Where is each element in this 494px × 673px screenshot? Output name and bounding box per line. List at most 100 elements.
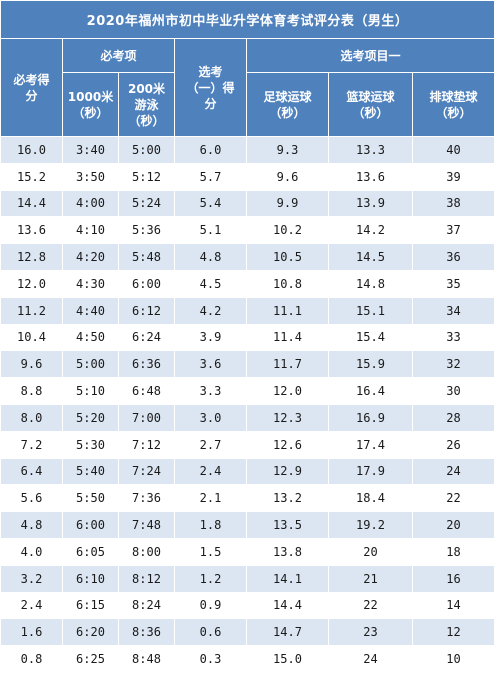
- cell-football: 14.7: [247, 619, 329, 646]
- cell-run-1000m: 4:20: [63, 244, 119, 271]
- cell-optional1-score: 4.8: [175, 244, 247, 271]
- cell-basketball: 15.1: [329, 297, 413, 324]
- cell-run-1000m: 4:30: [63, 270, 119, 297]
- cell-volleyball: 22: [413, 485, 494, 512]
- cell-volleyball: 35: [413, 270, 494, 297]
- cell-basketball: 14.2: [329, 217, 413, 244]
- cell-required-score: 2.4: [1, 592, 63, 619]
- cell-run-1000m: 6:10: [63, 565, 119, 592]
- cell-football: 12.3: [247, 404, 329, 431]
- header-football-label: 足球运球（秒）: [258, 89, 318, 121]
- cell-optional1-score: 1.5: [175, 538, 247, 565]
- cell-football: 11.4: [247, 324, 329, 351]
- cell-optional1-score: 3.9: [175, 324, 247, 351]
- cell-volleyball: 38: [413, 190, 494, 217]
- cell-optional1-score: 2.1: [175, 485, 247, 512]
- cell-run-1000m: 4:10: [63, 217, 119, 244]
- cell-volleyball: 37: [413, 217, 494, 244]
- cell-optional1-score: 0.6: [175, 619, 247, 646]
- cell-optional1-score: 6.0: [175, 137, 247, 164]
- header-optional1-score: 选考（一）得分: [175, 39, 247, 137]
- cell-optional1-score: 0.3: [175, 646, 247, 673]
- cell-basketball: 14.8: [329, 270, 413, 297]
- cell-swim-200m: 6:24: [119, 324, 175, 351]
- cell-optional1-score: 5.1: [175, 217, 247, 244]
- cell-volleyball: 36: [413, 244, 494, 271]
- cell-volleyball: 32: [413, 351, 494, 378]
- cell-run-1000m: 6:20: [63, 619, 119, 646]
- cell-swim-200m: 5:48: [119, 244, 175, 271]
- cell-basketball: 15.9: [329, 351, 413, 378]
- cell-run-1000m: 5:40: [63, 458, 119, 485]
- cell-basketball: 13.3: [329, 137, 413, 164]
- cell-basketball: 17.4: [329, 431, 413, 458]
- cell-optional1-score: 5.4: [175, 190, 247, 217]
- cell-required-score: 9.6: [1, 351, 63, 378]
- cell-swim-200m: 6:36: [119, 351, 175, 378]
- cell-run-1000m: 3:40: [63, 137, 119, 164]
- cell-volleyball: 16: [413, 565, 494, 592]
- header-1000m: 1000米（秒）: [63, 73, 119, 137]
- cell-football: 9.6: [247, 163, 329, 190]
- cell-football: 11.1: [247, 297, 329, 324]
- cell-basketball: 22: [329, 592, 413, 619]
- cell-optional1-score: 3.6: [175, 351, 247, 378]
- header-200m-swim: 200米游泳（秒）: [119, 73, 175, 137]
- cell-volleyball: 26: [413, 431, 494, 458]
- cell-run-1000m: 6:15: [63, 592, 119, 619]
- cell-basketball: 18.4: [329, 485, 413, 512]
- cell-required-score: 11.2: [1, 297, 63, 324]
- cell-optional1-score: 5.7: [175, 163, 247, 190]
- cell-run-1000m: 4:40: [63, 297, 119, 324]
- header-optional1-items: 选考项目一: [247, 39, 494, 73]
- cell-swim-200m: 5:36: [119, 217, 175, 244]
- cell-basketball: 16.9: [329, 404, 413, 431]
- cell-required-score: 1.6: [1, 619, 63, 646]
- header-required-score: 必考得分: [1, 39, 63, 137]
- cell-required-score: 4.8: [1, 512, 63, 539]
- cell-optional1-score: 1.2: [175, 565, 247, 592]
- cell-swim-200m: 7:24: [119, 458, 175, 485]
- cell-optional1-score: 2.7: [175, 431, 247, 458]
- cell-run-1000m: 5:00: [63, 351, 119, 378]
- cell-basketball: 16.4: [329, 378, 413, 405]
- cell-volleyball: 33: [413, 324, 494, 351]
- cell-required-score: 8.0: [1, 404, 63, 431]
- cell-volleyball: 24: [413, 458, 494, 485]
- cell-run-1000m: 5:30: [63, 431, 119, 458]
- cell-swim-200m: 7:48: [119, 512, 175, 539]
- cell-football: 13.5: [247, 512, 329, 539]
- cell-required-score: 7.2: [1, 431, 63, 458]
- cell-swim-200m: 8:48: [119, 646, 175, 673]
- cell-required-score: 14.4: [1, 190, 63, 217]
- cell-volleyball: 34: [413, 297, 494, 324]
- cell-basketball: 14.5: [329, 244, 413, 271]
- header-basketball-label: 篮球运球（秒）: [341, 89, 401, 121]
- cell-volleyball: 14: [413, 592, 494, 619]
- cell-run-1000m: 3:50: [63, 163, 119, 190]
- header-volleyball-label: 排球垫球（秒）: [424, 89, 484, 121]
- cell-basketball: 17.9: [329, 458, 413, 485]
- header-football: 足球运球（秒）: [247, 73, 329, 137]
- cell-optional1-score: 0.9: [175, 592, 247, 619]
- cell-volleyball: 18: [413, 538, 494, 565]
- cell-basketball: 24: [329, 646, 413, 673]
- cell-basketball: 19.2: [329, 512, 413, 539]
- cell-swim-200m: 6:48: [119, 378, 175, 405]
- cell-football: 13.2: [247, 485, 329, 512]
- cell-required-score: 16.0: [1, 137, 63, 164]
